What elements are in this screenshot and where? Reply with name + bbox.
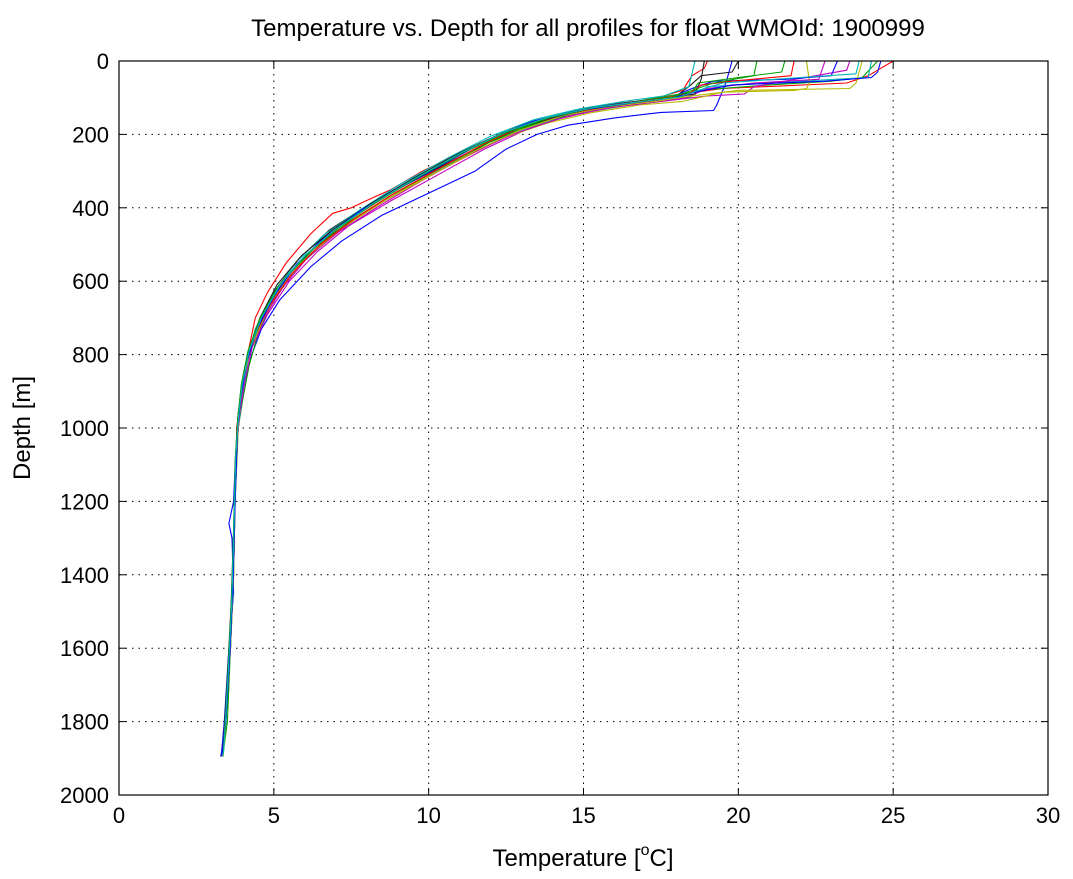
y-tick-label: 2000 (60, 783, 109, 808)
y-tick-label: 1000 (60, 416, 109, 441)
profile-line (220, 60, 882, 757)
axis-ticks (118, 60, 1049, 796)
profile-line (222, 60, 758, 757)
y-tick-label: 600 (72, 269, 109, 294)
profile-line (221, 60, 705, 757)
profile-line (220, 60, 863, 757)
profile-lines (220, 60, 894, 757)
y-tick-label: 1600 (60, 636, 109, 661)
profile-line (220, 60, 739, 757)
profile-line (220, 60, 733, 757)
profile-line (220, 60, 873, 757)
x-tick-label: 30 (1036, 803, 1060, 828)
x-tick-label: 10 (416, 803, 440, 828)
profile-line (222, 60, 708, 757)
profile-line (221, 60, 811, 757)
x-axis-label: Temperature [oC] (493, 842, 674, 872)
chart-title: Temperature vs. Depth for all profiles f… (251, 15, 925, 42)
x-tick-label: 0 (113, 803, 125, 828)
y-tick-label: 1800 (60, 710, 109, 735)
profile-line (220, 60, 795, 757)
x-tick-label: 15 (571, 803, 595, 828)
y-tick-label: 1200 (60, 489, 109, 514)
profile-line (222, 60, 894, 757)
y-tick-label: 800 (72, 343, 109, 368)
profile-line (221, 60, 826, 757)
profile-line (221, 60, 696, 757)
y-tick-label: 1400 (60, 563, 109, 588)
profile-line (220, 60, 838, 757)
y-axis-label: Depth [m] (9, 376, 36, 480)
y-tick-labels: 0 200 400 600 800 1000 1200 1400 1600 1800 2000 (60, 49, 109, 808)
profile-line (222, 60, 879, 757)
gridlines (119, 61, 1048, 795)
profile-line (220, 60, 851, 757)
x-tick-label: 5 (268, 803, 280, 828)
plot-frame (118, 60, 1049, 796)
x-tick-label: 20 (726, 803, 750, 828)
x-tick-labels: 0 5 10 15 20 25 30 (113, 803, 1060, 828)
profile-line (220, 60, 786, 757)
profile-line (221, 60, 860, 757)
y-tick-label: 0 (97, 49, 109, 74)
x-tick-label: 25 (881, 803, 905, 828)
y-tick-label: 400 (72, 196, 109, 221)
y-tick-label: 200 (72, 122, 109, 147)
